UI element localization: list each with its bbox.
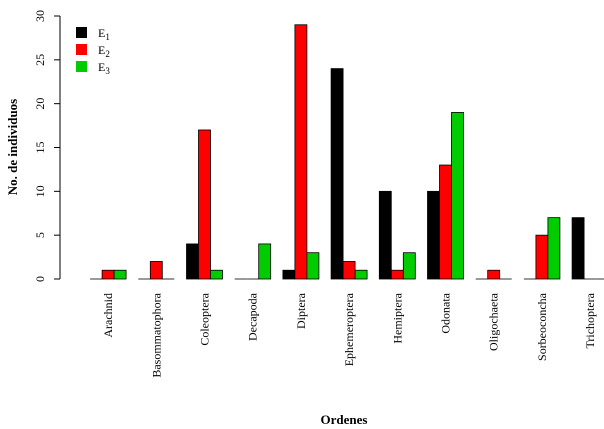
y-axis: 0 5 10 15 20 25 30: [33, 10, 61, 282]
x-tick-label: Oligochaeta: [487, 292, 501, 351]
bar: [306, 252, 320, 280]
bar: [439, 164, 452, 280]
bar: [282, 269, 296, 280]
legend-label: E3: [98, 60, 110, 76]
legend-label: E1: [98, 26, 110, 42]
y-tick-label: 25: [33, 54, 47, 66]
x-axis-labels: Arachnid Basommatophora Coleoptera Decapoda…: [101, 292, 597, 377]
bar: [210, 269, 223, 280]
bar-group: [475, 269, 512, 280]
y-tick-label: 20: [33, 98, 47, 110]
legend-swatch: [76, 44, 87, 55]
bar: [427, 190, 440, 280]
bar: [258, 243, 272, 280]
x-tick-label: Ephemeroptera: [342, 292, 356, 366]
x-tick-label: Hemiptera: [390, 292, 404, 343]
bar-group: [186, 129, 223, 280]
bar-group: [282, 24, 320, 280]
y-tick-label: 30: [33, 10, 47, 22]
bar: [402, 252, 416, 280]
x-tick-label: Decapoda: [246, 292, 260, 341]
y-tick-label: 15: [33, 142, 47, 154]
bar: [547, 217, 561, 280]
bar-group: [234, 243, 272, 280]
bar-group: [330, 68, 368, 280]
y-axis-title: No. de individuos: [5, 99, 20, 195]
bar-group: [378, 190, 416, 280]
bar-group: [571, 217, 604, 280]
bar: [535, 234, 549, 280]
x-tick-label: Odonata: [439, 292, 453, 333]
y-tick-label: 0: [33, 276, 47, 282]
bar: [390, 269, 404, 280]
bar: [294, 24, 308, 280]
legend-swatch: [76, 61, 87, 72]
bar-group: [138, 261, 175, 280]
y-tick-label: 10: [33, 185, 47, 197]
bar: [113, 269, 127, 280]
bar: [186, 243, 199, 280]
bar-group: [90, 269, 127, 280]
x-tick-label: Sorbeoconcha: [535, 292, 549, 361]
legend-item: E3: [76, 60, 110, 76]
bar: [198, 129, 211, 280]
x-axis-title: Ordenes: [321, 412, 368, 427]
x-tick-label: Coleoptera: [198, 292, 212, 345]
bar: [378, 190, 392, 280]
x-tick-label: Diptera: [294, 292, 308, 329]
legend-label: E2: [98, 43, 110, 59]
bar-group: [523, 217, 561, 280]
legend-item: E1: [76, 26, 110, 42]
bar: [451, 112, 464, 280]
legend-item: E2: [76, 43, 110, 59]
bar: [354, 269, 368, 280]
bar: [487, 269, 501, 280]
y-tick-label: 5: [33, 232, 47, 238]
bar: [330, 68, 344, 280]
x-tick-label: Trichoptera: [583, 292, 597, 348]
bar: [101, 269, 115, 280]
x-tick-label: Arachnid: [101, 293, 115, 338]
bars: [90, 24, 604, 280]
legend-swatch: [76, 27, 87, 38]
x-tick-label: Basommatophora: [149, 292, 163, 377]
bar: [571, 217, 585, 280]
bar: [342, 261, 356, 280]
bar-group: [427, 112, 464, 280]
bar: [149, 261, 163, 280]
